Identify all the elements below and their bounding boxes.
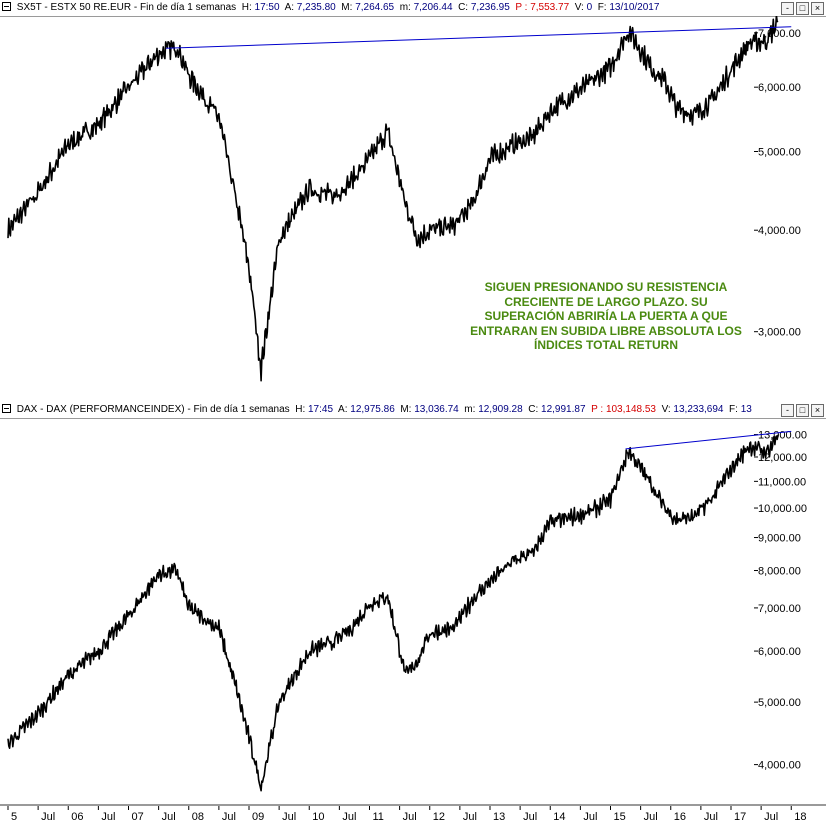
y-tick-label: 8,000.00 [758,566,801,578]
x-tick-label: 16 [674,811,686,823]
top-window-buttons: - □ × [781,2,824,15]
x-axis: 5 Jul 06 Jul 07 Jul 08 Jul 09 Jul 10 Jul 11 Jul 12 Jul 1… [0,804,826,825]
collapse-icon[interactable] [2,2,11,11]
top-max-value: 7,264.65 [355,2,395,13]
x-tick-label: Jul [644,811,658,823]
y-tick-label: 3,000.00 [758,327,801,339]
x-tick-label: 09 [252,811,264,823]
minimize-button[interactable]: - [781,404,794,417]
bottom-vol-value: 13,233,694 [673,404,724,415]
y-tick-label: 9,000.00 [758,533,801,545]
x-tick-label: Jul [403,811,417,823]
top-min-value: 7,206.44 [413,2,453,13]
y-tick-label: 10,000.00 [758,503,807,515]
top-period: Fin de día 1 semanas [140,2,237,13]
resistance-trendline [625,430,792,450]
y-tick-label: 7,000.00 [758,28,801,40]
top-vol-value: 0 [586,2,593,13]
bottom-max-value: 13,036.74 [414,404,459,415]
x-tick-label: 14 [553,811,565,823]
maximize-button[interactable]: □ [796,404,809,417]
x-tick-label: 12 [433,811,445,823]
bottom-p-value: 103,148.53 [605,404,656,415]
x-tick-label: 15 [614,811,626,823]
y-tick-label: 4,000.00 [758,760,801,772]
top-a-value: 7,235.80 [296,2,336,13]
x-tick-label: Jul [101,811,115,823]
y-tick-label: 6,000.00 [758,82,801,94]
close-button[interactable]: × [811,404,824,417]
price-series-line [7,434,779,792]
x-tick-label: Jul [704,811,718,823]
bottom-a-value: 12,975.86 [350,404,395,415]
x-tick-label: Jul [764,811,778,823]
y-tick-label: 11,000.00 [758,476,806,488]
bottom-chart-header: DAX - DAX (PERFORMANCEINDEX) - Fin de dí… [0,402,826,419]
maximize-button[interactable]: □ [796,2,809,15]
y-tick-label: 4,000.00 [758,225,801,237]
top-f-value: 13/10/2017 [609,2,660,13]
x-tick-label: 10 [312,811,324,823]
top-p-value: 7,553.77 [530,2,570,13]
top-description: ESTX 50 RE.EUR [50,2,132,13]
x-tick-label: 13 [493,811,505,823]
y-tick-label: 7,000.00 [758,603,801,615]
top-chart-panel: SX5T - ESTX 50 RE.EUR - Fin de día 1 sem… [0,0,826,396]
x-tick-label: 17 [734,811,746,823]
bottom-h-value: 17:45 [308,404,334,415]
close-button[interactable]: × [811,2,824,15]
top-chart-header: SX5T - ESTX 50 RE.EUR - Fin de día 1 sem… [0,0,826,17]
x-tick-label: 07 [132,811,144,823]
bottom-c-value: 12,991.87 [541,404,586,415]
minimize-button[interactable]: - [781,2,794,15]
x-tick-label: 06 [71,811,83,823]
y-tick-label: 5,000.00 [758,697,801,709]
x-tick-label: 18 [794,811,806,823]
x-tick-label: Jul [342,811,356,823]
x-tick-label: Jul [41,811,55,823]
bottom-chart-plot: 13,000.0012,000.0011,000.0010,000.009,00… [7,430,807,792]
chart-annotation: SIGUEN PRESIONANDO SU RESISTENCIA CRECIE… [470,280,742,352]
x-tick-label: 08 [192,811,204,823]
bottom-period: Fin de día 1 semanas [193,404,290,415]
bottom-chart-panel: DAX - DAX (PERFORMANCEINDEX) - Fin de dí… [0,402,826,804]
top-c-value: 7,236.95 [470,2,510,13]
price-series-line [7,16,779,382]
x-tick-label: Jul [162,811,176,823]
x-tick-label: Jul [222,811,236,823]
y-tick-label: 6,000.00 [758,646,801,658]
x-tick-label: Jul [523,811,537,823]
collapse-icon[interactable] [2,404,11,413]
top-symbol: SX5T [16,2,42,13]
x-tick-label: Jul [583,811,597,823]
y-tick-label: 5,000.00 [758,146,801,158]
x-tick-label: Jul [463,811,477,823]
bottom-window-buttons: - □ × [781,404,824,417]
top-h-value: 17:50 [254,2,280,13]
bottom-description: DAX (PERFORMANCEINDEX) [46,404,185,415]
top-chart-plot: 7,000.00 6,000.00 5,000.00 4,000.00 3,000.00 [7,16,801,382]
resistance-trendline [165,26,792,49]
bottom-symbol: DAX [16,404,38,415]
bottom-min-value: 12,909.28 [478,404,523,415]
y-tick-label: 13,000.00 [758,430,807,442]
x-tick-label: 11 [373,811,384,823]
x-tick-label: 5 [11,811,17,823]
x-axis-labels: 5 Jul 06 Jul 07 Jul 08 Jul 09 Jul 10 Jul 11 Jul 12 Jul 1… [0,805,826,823]
x-tick-label: Jul [282,811,296,823]
bottom-f-value: 13 [740,404,752,415]
